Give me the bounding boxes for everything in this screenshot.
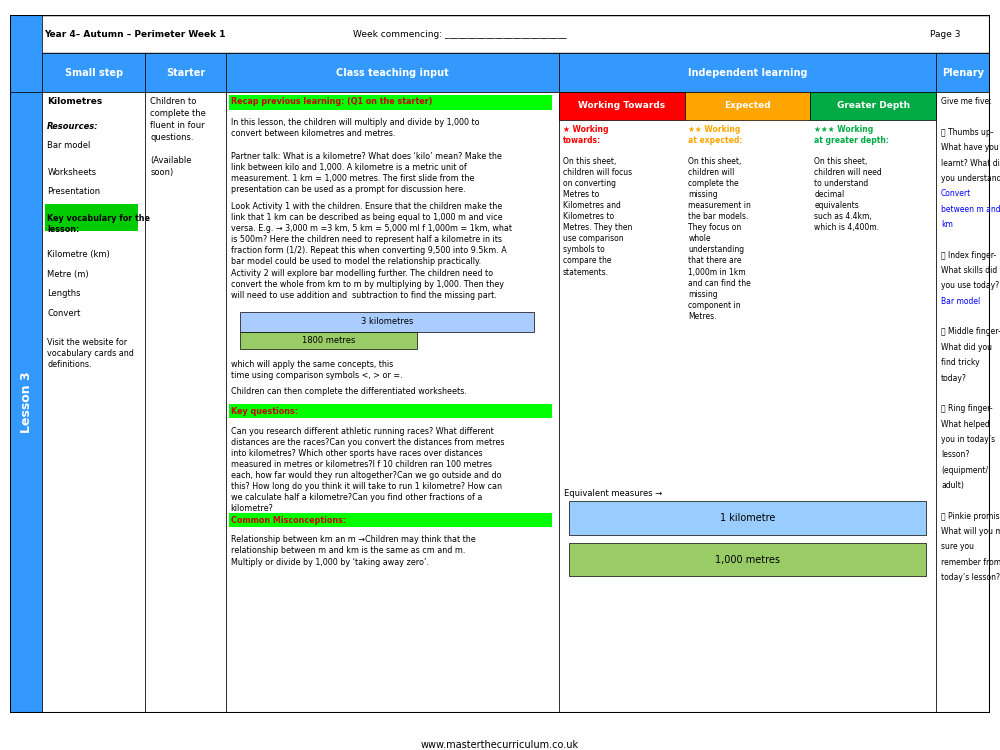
Bar bbox=[559, 53, 936, 92]
Text: Expected: Expected bbox=[724, 101, 771, 110]
Text: Ⓢ Pinkie promise-: Ⓢ Pinkie promise- bbox=[941, 512, 1000, 520]
Text: Lengths: Lengths bbox=[47, 289, 81, 298]
Text: Key questions:: Key questions: bbox=[231, 407, 298, 416]
Text: Equivalent measures →: Equivalent measures → bbox=[564, 489, 662, 498]
Bar bbox=[936, 53, 990, 92]
Text: What have you: What have you bbox=[941, 143, 999, 152]
Text: Bar model: Bar model bbox=[47, 141, 91, 150]
Text: today’s lesson?: today’s lesson? bbox=[941, 573, 1000, 582]
Text: Lesson 3: Lesson 3 bbox=[20, 371, 33, 433]
Bar bbox=[42, 53, 145, 92]
Text: Starter: Starter bbox=[166, 68, 205, 77]
Bar bbox=[10, 15, 42, 92]
Text: 1 kilometre: 1 kilometre bbox=[720, 513, 775, 523]
Text: Plenary: Plenary bbox=[942, 68, 984, 77]
Text: Working Towards: Working Towards bbox=[578, 101, 665, 110]
Text: (equipment/: (equipment/ bbox=[941, 466, 988, 475]
Text: Ⓢ Thumbs up-: Ⓢ Thumbs up- bbox=[941, 128, 994, 137]
Bar bbox=[229, 94, 552, 110]
Text: 1,000 metres: 1,000 metres bbox=[715, 555, 780, 565]
Text: Worksheets: Worksheets bbox=[47, 168, 96, 177]
Text: ★ Working
towards:: ★ Working towards: bbox=[563, 125, 608, 146]
Text: find tricky: find tricky bbox=[941, 358, 980, 368]
Bar bbox=[226, 92, 559, 712]
Text: learnt? What did: learnt? What did bbox=[941, 159, 1000, 168]
Text: Resources:: Resources: bbox=[47, 122, 99, 130]
Bar bbox=[559, 92, 685, 119]
Text: Partner talk: What is a kilometre? What does ‘kilo’ mean? Make the
link between : Partner talk: What is a kilometre? What … bbox=[231, 152, 501, 194]
Text: Children can then complete the differentiated worksheets.: Children can then complete the different… bbox=[231, 388, 466, 397]
Text: Ⓢ Ring finger-: Ⓢ Ring finger- bbox=[941, 404, 993, 413]
Text: you in today’s: you in today’s bbox=[941, 435, 995, 444]
Text: Ⓢ Middle finger-: Ⓢ Middle finger- bbox=[941, 328, 1000, 337]
Text: you understand?: you understand? bbox=[941, 174, 1000, 183]
Text: Can you research different athletic running races? What different
distances are : Can you research different athletic runn… bbox=[231, 427, 504, 513]
Text: Common Misconceptions:: Common Misconceptions: bbox=[231, 516, 346, 525]
Text: Independent learning: Independent learning bbox=[688, 68, 807, 77]
Text: Year 4– Autumn – Perimeter Week 1: Year 4– Autumn – Perimeter Week 1 bbox=[44, 30, 226, 39]
Text: adult): adult) bbox=[941, 481, 964, 490]
Text: www.masterthecurriculum.co.uk: www.masterthecurriculum.co.uk bbox=[421, 740, 579, 750]
Bar bbox=[685, 92, 810, 119]
Text: On this sheet,
children will focus
on converting
Metres to
Kilometres and
Kilome: On this sheet, children will focus on co… bbox=[563, 157, 632, 277]
Text: Greater Depth: Greater Depth bbox=[837, 101, 910, 110]
Bar bbox=[226, 53, 559, 92]
Text: Key vocabulary for the
lesson:: Key vocabulary for the lesson: bbox=[47, 214, 150, 234]
Text: Kilometres: Kilometres bbox=[47, 98, 102, 106]
Text: What skills did: What skills did bbox=[941, 266, 997, 275]
Bar bbox=[936, 92, 990, 712]
Text: Look Activity 1 with the children. Ensure that the children make the
link that 1: Look Activity 1 with the children. Ensur… bbox=[231, 202, 512, 266]
Text: In this lesson, the children will multiply and divide by 1,000 to
convert betwee: In this lesson, the children will multip… bbox=[231, 118, 479, 138]
Text: 3 kilometres: 3 kilometres bbox=[361, 317, 413, 326]
Bar bbox=[229, 513, 552, 527]
Text: Small step: Small step bbox=[65, 68, 123, 77]
Text: km: km bbox=[941, 220, 953, 229]
Text: 1800 metres: 1800 metres bbox=[302, 336, 355, 345]
Bar bbox=[559, 92, 936, 712]
Bar bbox=[45, 204, 138, 230]
Text: sure you: sure you bbox=[941, 542, 974, 551]
Bar bbox=[810, 92, 936, 119]
Text: Metre (m): Metre (m) bbox=[47, 269, 89, 278]
Text: Relationship between km an m →Children may think that the
relationship between m: Relationship between km an m →Children m… bbox=[231, 536, 475, 566]
Text: Page 3: Page 3 bbox=[930, 30, 961, 39]
Bar bbox=[240, 332, 417, 349]
Text: Children to
complete the
fluent in four
questions.

(Available
soon): Children to complete the fluent in four … bbox=[150, 98, 206, 177]
Text: Ⓢ Index finger-: Ⓢ Index finger- bbox=[941, 251, 996, 260]
Text: which will apply the same concepts, this
time using comparison symbols <, > or =: which will apply the same concepts, this… bbox=[231, 359, 402, 380]
Text: ★★ Working
at expected:: ★★ Working at expected: bbox=[688, 125, 743, 146]
Text: What will you make: What will you make bbox=[941, 527, 1000, 536]
Text: between m and: between m and bbox=[941, 205, 1000, 214]
Text: remember from: remember from bbox=[941, 558, 1000, 567]
Text: ★★★ Working
at greater depth:: ★★★ Working at greater depth: bbox=[814, 125, 889, 146]
Text: Bar model: Bar model bbox=[941, 297, 980, 306]
Bar bbox=[145, 53, 226, 92]
Text: What helped: What helped bbox=[941, 419, 990, 428]
Text: Week commencing: ___________________________: Week commencing: _______________________… bbox=[353, 30, 566, 39]
Bar bbox=[10, 92, 42, 712]
Text: Recap previous learning: (Q1 on the starter): Recap previous learning: (Q1 on the star… bbox=[231, 98, 432, 106]
Bar bbox=[10, 15, 990, 53]
Bar bbox=[42, 92, 145, 712]
Text: today?: today? bbox=[941, 374, 967, 382]
Bar bbox=[145, 92, 226, 712]
Text: Convert: Convert bbox=[47, 309, 81, 318]
Text: you use today?: you use today? bbox=[941, 281, 999, 290]
Bar bbox=[569, 543, 926, 577]
Text: lesson?: lesson? bbox=[941, 450, 969, 459]
Text: On this sheet,
children will need
to understand
decimal
equivalents
such as 4.4k: On this sheet, children will need to und… bbox=[814, 157, 882, 232]
Text: Class teaching input: Class teaching input bbox=[336, 68, 449, 77]
Bar bbox=[569, 501, 926, 535]
Text: Presentation: Presentation bbox=[47, 188, 100, 196]
Text: Kilometre (km): Kilometre (km) bbox=[47, 250, 110, 259]
Text: Activity 2 will explore bar modelling further. The children need to
convert the : Activity 2 will explore bar modelling fu… bbox=[231, 269, 504, 300]
Text: Give me five:: Give me five: bbox=[941, 98, 992, 106]
Text: What did you: What did you bbox=[941, 343, 992, 352]
Bar bbox=[229, 404, 552, 418]
Text: Convert: Convert bbox=[941, 190, 971, 199]
Bar bbox=[240, 312, 534, 332]
Text: On this sheet,
children will
complete the
missing
measurement in
the bar models.: On this sheet, children will complete th… bbox=[688, 157, 751, 321]
Text: Visit the website for
vocabulary cards and
definitions.: Visit the website for vocabulary cards a… bbox=[47, 338, 134, 369]
